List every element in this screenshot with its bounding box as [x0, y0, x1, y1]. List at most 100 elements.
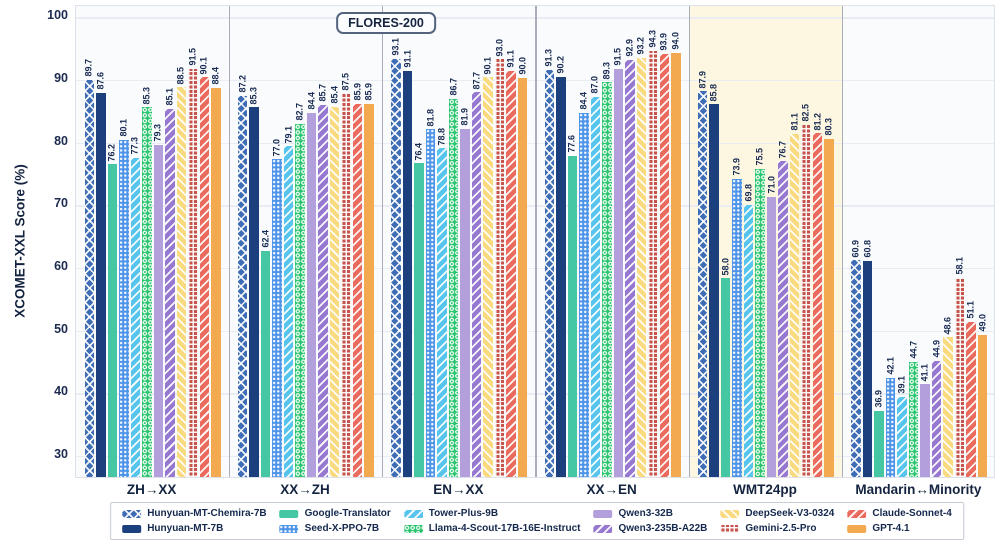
- legend-label: Qwen3-32B: [618, 508, 673, 519]
- gridline: [76, 267, 994, 270]
- group-separator: [228, 6, 231, 477]
- bar: 77.0: [272, 139, 282, 477]
- y-tick-label: 70: [54, 196, 68, 211]
- bar: 39.1: [897, 376, 907, 477]
- bar: 36.9: [874, 390, 884, 477]
- legend-item: DeepSeek-V3-0324: [720, 508, 834, 519]
- legend-swatch: [122, 524, 142, 533]
- bar-value-label: 89.7: [83, 59, 94, 77]
- y-tick-label: 50: [54, 321, 68, 336]
- bar: 79.1: [283, 126, 294, 477]
- bar: 88.4: [210, 67, 221, 477]
- gridline: [76, 17, 994, 19]
- bar-value-label: 88.4: [210, 67, 221, 85]
- bar: 93.0: [494, 39, 505, 477]
- x-axis-label: WMT24pp: [733, 482, 797, 497]
- y-tick-label: 60: [54, 258, 68, 273]
- bar-value-label: 92.9: [624, 39, 635, 57]
- bar-value-label: 73.9: [731, 158, 742, 176]
- bar-value-label: 51.1: [965, 301, 976, 319]
- legend-label: Hunyuan-MT-Chemira-7B: [147, 508, 267, 519]
- legend-item: Qwen3-235B-A22B: [593, 523, 707, 534]
- bar: 51.1: [966, 301, 976, 477]
- bar: 85.9: [364, 83, 374, 477]
- bar: 81.2: [812, 113, 823, 477]
- bar-value-label: 41.1: [919, 363, 930, 382]
- bar-value-label: 82.7: [294, 103, 305, 121]
- bar: 84.4: [578, 92, 589, 477]
- bar: 41.1: [920, 364, 930, 477]
- gridline: [76, 455, 994, 458]
- bar-value-label: 87.9: [697, 70, 708, 89]
- bar-value-label: 84.4: [306, 92, 317, 110]
- bar-value-label: 76.4: [413, 142, 424, 161]
- legend-swatch: [593, 509, 613, 518]
- bar: 78.8: [437, 128, 447, 477]
- bar: 93.2: [636, 37, 647, 477]
- bar-group-1: 89.7 87.6 76.2 80.1 77.3 85.3 79.3 85.1 88.5 91.5…: [76, 6, 229, 477]
- group-separator: [841, 6, 844, 477]
- bar-value-label: 75.5: [754, 148, 765, 166]
- legend-label: GPT-4.1: [872, 523, 910, 534]
- bar: 79.3: [153, 124, 164, 477]
- bar: 60.9: [851, 240, 861, 477]
- bar: 91.5: [187, 48, 198, 477]
- bar-value-label: 89.3: [601, 61, 612, 80]
- legend-swatch: [122, 509, 142, 518]
- x-axis-label: Mandarin↔Minority: [855, 482, 982, 497]
- legend-swatch: [593, 524, 613, 533]
- legend: Hunyuan-MT-Chemira-7B Hunyuan-MT-7B Google…: [110, 502, 964, 540]
- bar: 94.3: [647, 30, 658, 477]
- bar-value-label: 90.1: [482, 56, 493, 75]
- bar: 71.0: [766, 176, 777, 477]
- bar: 85.7: [318, 84, 328, 477]
- legend-swatch: [279, 524, 299, 533]
- legend-column: DeepSeek-V3-0324 Gemini-2.5-Pro: [720, 508, 834, 534]
- bar-value-label: 93.1: [390, 37, 401, 56]
- y-axis-title: XCOMET-XXL Score (%): [12, 164, 28, 318]
- legend-swatch: [403, 509, 423, 518]
- bar-value-label: 60.9: [850, 239, 861, 258]
- bar-value-label: 87.2: [237, 74, 248, 93]
- bar-value-label: 81.2: [812, 112, 823, 131]
- group-separator: [535, 6, 537, 477]
- bar: 88.5: [176, 67, 187, 477]
- legend-label: Gemini-2.5-Pro: [745, 523, 817, 534]
- bar: 90.1: [199, 57, 210, 477]
- bar-value-label: 93.9: [658, 32, 669, 51]
- bar: 89.3: [601, 62, 612, 477]
- gridline: [76, 330, 994, 333]
- legend-swatch: [847, 524, 867, 533]
- bar: 58.0: [720, 258, 731, 477]
- bar-value-label: 91.1: [402, 50, 413, 68]
- bar: 85.8: [709, 84, 719, 477]
- bar-value-label: 84.4: [578, 92, 589, 110]
- bar-value-label: 77.6: [566, 135, 577, 153]
- bar: 81.1: [789, 113, 800, 477]
- bar: 82.5: [801, 104, 811, 477]
- chart-title-badge: FLORES-200: [336, 12, 436, 34]
- bar: 90.2: [555, 56, 566, 477]
- bar: 86.7: [448, 78, 459, 477]
- bar-value-label: 91.5: [612, 47, 623, 66]
- legend-label: Qwen3-235B-A22B: [618, 523, 708, 534]
- bar-value-label: 91.3: [543, 49, 554, 67]
- bar-value-label: 85.9: [363, 83, 374, 101]
- bar-value-label: 80.3: [823, 118, 834, 136]
- bar: 69.8: [743, 184, 754, 477]
- bar: 48.6: [943, 317, 953, 477]
- bar-value-label: 44.7: [908, 341, 919, 359]
- bar-value-label: 79.3: [152, 124, 163, 142]
- bar: 44.9: [931, 340, 942, 477]
- bar-value-label: 48.6: [942, 316, 953, 335]
- y-tick-label: 40: [54, 384, 68, 399]
- legend-label: Google-Translator: [304, 508, 391, 519]
- bar-value-label: 93.2: [635, 37, 646, 55]
- bar: 93.9: [659, 33, 670, 477]
- legend-label: DeepSeek-V3-0324: [745, 508, 835, 519]
- gridline: [76, 205, 994, 207]
- x-axis-label: EN→XX: [433, 482, 484, 497]
- bar-value-label: 76.2: [106, 143, 117, 162]
- y-tick-label: 100: [47, 8, 68, 23]
- bar-value-label: 85.4: [329, 86, 340, 104]
